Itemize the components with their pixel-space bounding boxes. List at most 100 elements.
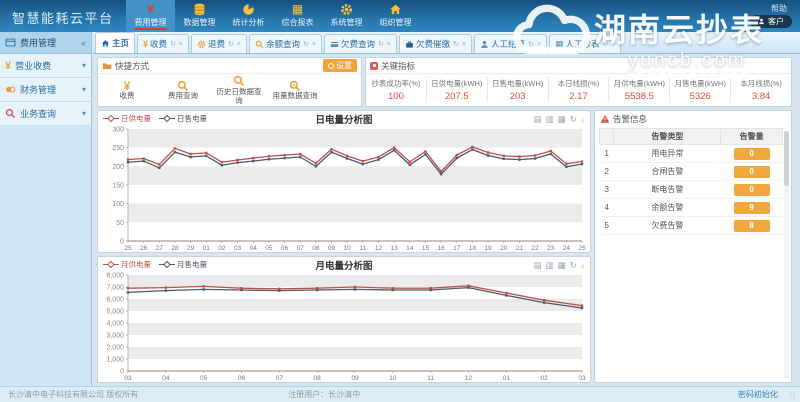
menu-item-fee-management[interactable]: ¥ 费用管理	[126, 0, 175, 32]
legend-monthly-supply[interactable]: 月供电量	[103, 259, 151, 270]
alarm-count-badge: 0	[733, 183, 770, 196]
svg-text:2,000: 2,000	[106, 345, 124, 352]
yen-icon: ¥	[143, 38, 149, 49]
refresh-icon[interactable]: ↻	[569, 259, 577, 270]
tab-close-icon[interactable]: ×	[536, 40, 541, 48]
scrollbar-thumb[interactable]	[784, 131, 789, 186]
tab-close-icon[interactable]: ×	[178, 40, 184, 48]
quick-item-charging[interactable]: ¥ 收费	[119, 78, 135, 101]
tab-close-icon[interactable]: ×	[461, 40, 466, 48]
alarm-row[interactable]: 5 欠费告警 8	[599, 216, 783, 235]
gear-icon	[197, 40, 206, 49]
coins-icon	[5, 84, 16, 95]
refresh-icon[interactable]: ↻	[569, 113, 577, 124]
legend-monthly-sales[interactable]: 月售电量	[159, 259, 207, 270]
tab-close-icon[interactable]: ×	[611, 40, 616, 48]
area-view-icon[interactable]: ▥	[545, 259, 554, 270]
legend-daily-sales[interactable]: 日售电量	[159, 113, 207, 124]
daily-energy-chart-panel: 日供电量 日售电量 日电量分析图 ▤ ▥	[97, 110, 591, 253]
daily-energy-line-chart[interactable]: 0 50 100 150 200 250 300 25 26 27 28 29 01 02 03 04 05 06…	[98, 126, 590, 253]
quick-panel-title: 快捷方式	[115, 60, 150, 71]
alarm-row[interactable]: 3 断电告警 0	[599, 180, 783, 199]
area-view-icon[interactable]: ▥	[545, 113, 554, 124]
bar-view-icon[interactable]: ▦	[557, 113, 566, 124]
menu-item-data-management[interactable]: 数据管理	[175, 0, 224, 32]
alarm-row[interactable]: 1 用电异常 0	[599, 144, 783, 163]
password-init-link[interactable]: 密码初始化	[737, 390, 778, 399]
tab-balance-query[interactable]: 余额查询 ↻ ×	[249, 34, 322, 53]
tab-charging[interactable]: ¥ 收费 ↻ ×	[137, 34, 190, 53]
tab-refund[interactable]: 退费 ↻ ×	[191, 34, 247, 53]
svg-text:21: 21	[516, 245, 524, 252]
tab-refresh-icon[interactable]: ↻	[228, 41, 234, 48]
svg-text:25: 25	[124, 245, 132, 252]
home-icon	[389, 2, 402, 17]
tab-refresh-icon[interactable]: ↻	[602, 41, 609, 48]
alarm-scrollbar	[784, 131, 789, 379]
svg-text:05: 05	[200, 375, 208, 382]
settings-button[interactable]: 设置	[323, 59, 357, 72]
download-icon[interactable]: ↓	[580, 259, 585, 270]
alarm-count-header: 告警量	[720, 128, 783, 145]
tab-home[interactable]: 主页	[95, 32, 136, 53]
card-icon	[330, 40, 339, 49]
tab-arrears-collection[interactable]: 欠费催缴 ↻ ×	[398, 34, 472, 53]
svg-text:05: 05	[265, 245, 273, 252]
person-icon	[480, 40, 489, 49]
help-link[interactable]: 帮助	[771, 4, 787, 13]
table-view-icon[interactable]: ▤	[533, 113, 542, 124]
svg-text:10: 10	[344, 245, 352, 252]
tab-arrears-query[interactable]: 欠费查询 ↻ ×	[323, 34, 397, 53]
legend-daily-supply[interactable]: 日供电量	[103, 113, 151, 124]
svg-text:5,000: 5,000	[106, 309, 124, 316]
menu-item-system[interactable]: 系统管理	[322, 0, 371, 32]
svg-text:03: 03	[124, 375, 132, 382]
briefcase-icon	[405, 40, 414, 49]
sidebar-collapse-icon[interactable]: «	[80, 37, 86, 48]
table-view-icon[interactable]: ▤	[533, 259, 542, 270]
app-title: 智慧能耗云平台	[12, 11, 114, 26]
alarm-row[interactable]: 4 余额告警 9	[599, 198, 783, 217]
alarm-count-badge: 0	[733, 147, 770, 160]
svg-text:25: 25	[578, 245, 586, 252]
alarm-row[interactable]: 2 合闸告警 0	[599, 162, 783, 181]
svg-text:27: 27	[156, 245, 164, 252]
tab-close-icon[interactable]: ×	[311, 40, 316, 48]
tab-refresh-icon[interactable]: ↻	[303, 41, 309, 48]
quick-item-history-daily-query[interactable]: 历史日数据查询	[214, 75, 264, 105]
svg-text:12: 12	[465, 375, 473, 382]
tab-manual-reading[interactable]: ▦ 人工抄表 ↻ ×	[548, 34, 622, 53]
line-marker-icon	[103, 115, 119, 122]
svg-text:1,000: 1,000	[106, 357, 124, 364]
bar-view-icon[interactable]: ▦	[557, 259, 566, 270]
svg-text:02: 02	[541, 375, 549, 382]
svg-text:11: 11	[359, 245, 366, 252]
home-icon	[101, 39, 110, 48]
svg-text:14: 14	[406, 245, 414, 252]
quick-item-usage-data-query[interactable]: 用量数据查询	[270, 79, 320, 101]
svg-text:26: 26	[140, 245, 148, 252]
download-icon[interactable]: ↓	[580, 113, 585, 124]
tab-manual-settlement[interactable]: 人工结算 ↻ ×	[473, 34, 547, 53]
menu-item-reports[interactable]: ▦ 综合报表	[281, 2, 314, 27]
tab-close-icon[interactable]: ×	[386, 40, 391, 48]
tab-refresh-icon[interactable]: ↻	[527, 41, 534, 48]
sidebar-item-finance[interactable]: 财务管理 ▾	[0, 78, 91, 102]
sidebar-item-business-query[interactable]: 业务查询 ▾	[0, 102, 91, 126]
tab-refresh-icon[interactable]: ↻	[170, 41, 176, 48]
tab-refresh-icon[interactable]: ↻	[378, 41, 384, 48]
indicator-icon	[370, 61, 378, 70]
quick-item-fee-query[interactable]: 费用查询	[158, 79, 208, 101]
svg-text:01: 01	[203, 245, 211, 252]
user-button[interactable]: 客户	[750, 15, 792, 28]
tab-close-icon[interactable]: ×	[236, 40, 241, 48]
menu-item-organization[interactable]: 组织管理	[371, 0, 420, 32]
menu-item-statistics[interactable]: 统计分析	[224, 0, 273, 32]
sidebar-item-business-charging[interactable]: ¥ 营业收费 ▾	[0, 54, 91, 78]
monthly-energy-line-chart[interactable]: 0 1,000 2,000 3,000 4,000 5,000 6,000 7,000 8,00…	[98, 272, 590, 383]
sidebar-header: 费用管理 «	[0, 32, 91, 54]
svg-text:04: 04	[162, 375, 170, 382]
monthly-chart-title: 月电量分析图	[315, 260, 373, 272]
tab-refresh-icon[interactable]: ↻	[452, 41, 459, 48]
svg-text:8,000: 8,000	[106, 273, 124, 280]
